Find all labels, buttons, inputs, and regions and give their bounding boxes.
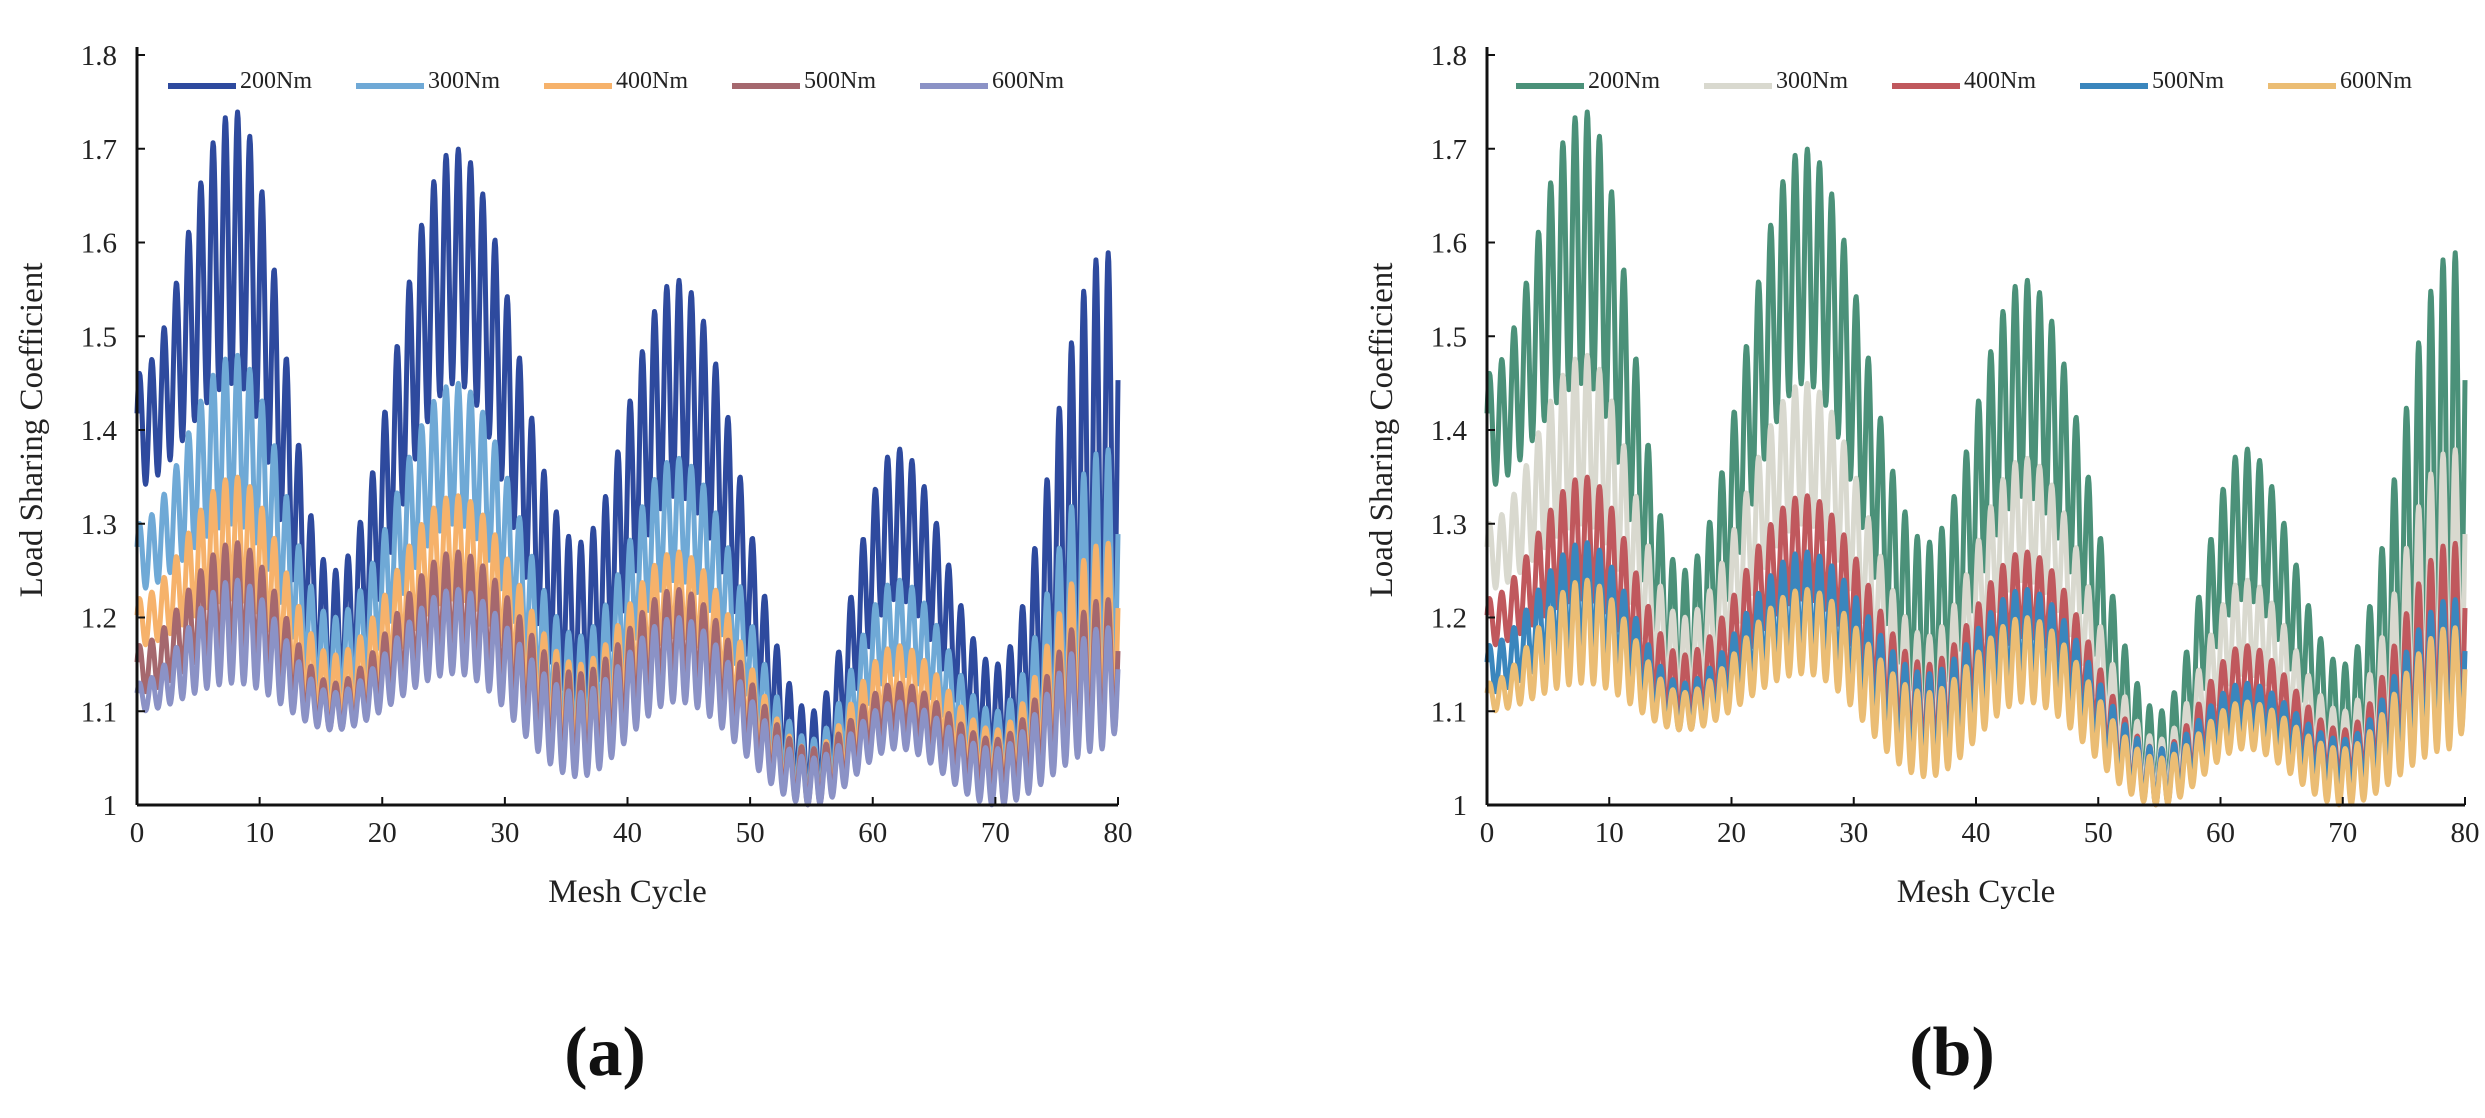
y-tick-label: 1.7	[1431, 134, 1467, 166]
x-tick-label: 70	[981, 817, 1010, 849]
x-tick-label: 10	[1595, 817, 1624, 849]
x-tick-label: 30	[490, 817, 519, 849]
legend-label-400Nm: 400Nm	[1964, 68, 2036, 94]
y-tick-label: 1.4	[1431, 415, 1468, 447]
x-axis-title: Mesh Cycle	[1897, 874, 2056, 910]
legend-label-400Nm: 400Nm	[616, 68, 688, 94]
y-axis-title: Load Sharing Coefficient	[14, 263, 50, 598]
x-tick-label: 0	[1480, 817, 1495, 849]
y-axis-title: Load Sharing Coefficient	[1364, 263, 1400, 598]
legend-label-200Nm: 200Nm	[1588, 68, 1660, 94]
series-line-600Nm	[1484, 577, 2468, 808]
panel-label: (a)	[564, 1014, 646, 1091]
panel-label: (b)	[1909, 1014, 1995, 1091]
x-tick-label: 30	[1839, 817, 1868, 849]
x-tick-label: 10	[245, 817, 274, 849]
x-tick-label: 60	[2206, 817, 2235, 849]
legend-label-200Nm: 200Nm	[240, 68, 312, 94]
x-tick-label: 80	[2451, 817, 2480, 849]
y-tick-label: 1	[103, 790, 118, 822]
y-tick-label: 1.6	[81, 228, 117, 260]
legend-label-300Nm: 300Nm	[428, 68, 500, 94]
x-tick-label: 20	[368, 817, 397, 849]
x-tick-label: 50	[736, 817, 765, 849]
y-tick-label: 1.3	[81, 509, 117, 541]
y-tick-label: 1.4	[81, 415, 118, 447]
x-tick-label: 40	[1962, 817, 1991, 849]
x-tick-label: 60	[858, 817, 887, 849]
y-tick-label: 1.2	[81, 603, 117, 635]
y-tick-label: 1.8	[1431, 40, 1467, 72]
legend-label-600Nm: 600Nm	[992, 68, 1064, 94]
y-tick-label: 1.8	[81, 40, 117, 72]
x-tick-label: 70	[2328, 817, 2357, 849]
chart-panel-a: 0 10 20 30 40 50 60 70 80 1 1.1 1.2 1.3 1.4 1.5 1.6 1.7 1…	[14, 40, 1133, 1091]
x-axis-title: Mesh Cycle	[548, 874, 707, 910]
y-tick-label: 1	[1453, 790, 1468, 822]
x-tick-label: 20	[1717, 817, 1746, 849]
legend-label-600Nm: 600Nm	[2340, 68, 2412, 94]
y-tick-label: 1.6	[1431, 228, 1467, 260]
legend-label-500Nm: 500Nm	[804, 68, 876, 94]
series-line-600Nm	[134, 577, 1121, 808]
legend-label-300Nm: 300Nm	[1776, 68, 1848, 94]
x-tick-label: 0	[130, 817, 145, 849]
y-tick-label: 1.2	[1431, 603, 1467, 635]
legend-label-500Nm: 500Nm	[2152, 68, 2224, 94]
chart-panel-b: 0 10 20 30 40 50 60 70 80 1 1.1 1.2 1.3 1.4 1.5 1.6 1.7 1…	[1364, 40, 2480, 1091]
x-tick-label: 40	[613, 817, 642, 849]
y-tick-label: 1.5	[1431, 321, 1467, 353]
x-tick-label: 80	[1104, 817, 1133, 849]
y-tick-label: 1.5	[81, 321, 117, 353]
y-tick-label: 1.1	[81, 696, 117, 728]
y-tick-label: 1.3	[1431, 509, 1467, 541]
y-tick-label: 1.1	[1431, 696, 1467, 728]
y-tick-label: 1.7	[81, 134, 117, 166]
x-tick-label: 50	[2084, 817, 2113, 849]
